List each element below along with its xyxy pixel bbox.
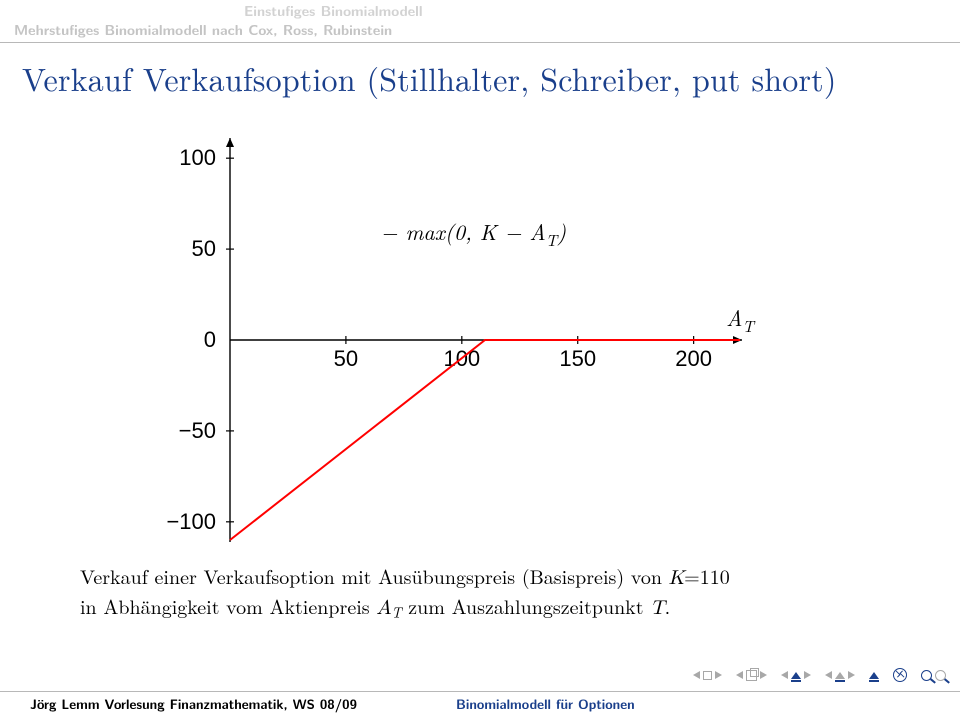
triangle-left-icon <box>693 671 700 679</box>
eject-muted-icon <box>835 672 845 679</box>
caption-text-1: Verkauf einer Verkaufsoption mit Ausübun… <box>80 561 669 590</box>
frames-icon <box>746 670 757 681</box>
triangle-left-icon <box>781 671 788 679</box>
svg-text:−100: −100 <box>166 509 216 534</box>
triangle-left-icon <box>825 671 832 679</box>
header-line-2: Mehrstufiges Binomialmodell nach Cox, Ro… <box>14 23 423 39</box>
caption-text-3: zum Auszahlungszeitpunkt <box>402 591 651 620</box>
slide-footer: Jörg Lemm Vorlesung Finanzmathematik, WS… <box>0 692 960 720</box>
slide-header: Einstufiges Binomialmodell Mehrstufiges … <box>0 0 960 42</box>
svg-text:AT: AT <box>726 302 755 337</box>
header-divider <box>0 42 960 43</box>
svg-text:−50: −50 <box>179 418 216 443</box>
payoff-chart: 50100150200−100−50050100− max(0, K − AT)… <box>150 120 810 560</box>
nav-sub-prev[interactable] <box>781 671 811 679</box>
chart-caption: Verkauf einer Verkaufsoption mit Ausübun… <box>80 562 900 623</box>
beamer-navbar <box>693 666 946 684</box>
box-icon <box>703 671 712 680</box>
svg-text:100: 100 <box>179 145 216 170</box>
caption-A-sub: T <box>391 603 401 623</box>
svg-text:50: 50 <box>192 236 216 261</box>
caption-K: K <box>669 568 685 588</box>
slide-title: Verkauf Verkaufsoption (Stillhalter, Sch… <box>22 56 938 101</box>
nav-frame-prev[interactable] <box>736 670 767 681</box>
caption-text-2: in Abhängigkeit vom Aktienpreis <box>80 591 376 620</box>
search-icon <box>921 670 932 681</box>
nav-search[interactable] <box>921 670 946 681</box>
header-line-1: Einstufiges Binomialmodell <box>244 4 423 20</box>
svg-text:− max(0, K − AT): − max(0, K − AT) <box>381 216 566 251</box>
nav-slide-prev[interactable] <box>825 671 855 679</box>
footer-author: Jörg Lemm Vorlesung Finanzmathematik, WS… <box>30 695 357 714</box>
header-text: Einstufiges Binomialmodell Mehrstufiges … <box>14 4 423 39</box>
svg-text:200: 200 <box>675 346 712 371</box>
triangle-right-icon <box>715 671 722 679</box>
search-muted-icon <box>935 670 946 681</box>
svg-text:0: 0 <box>204 327 216 352</box>
nav-section-prev[interactable] <box>693 671 722 680</box>
triangle-left-icon <box>736 671 743 679</box>
nav-refresh[interactable] <box>893 668 907 682</box>
caption-period: . <box>665 591 671 620</box>
eject-icon <box>791 672 801 679</box>
triangle-right-icon <box>848 671 855 679</box>
eject-icon <box>869 672 879 679</box>
triangle-right-icon <box>804 671 811 679</box>
caption-T: T <box>650 598 664 618</box>
nav-back[interactable] <box>869 672 879 679</box>
caption-K-val: =110 <box>684 561 730 590</box>
footer-title: Binomialmodell für Optionen <box>456 695 635 714</box>
svg-text:50: 50 <box>334 346 358 371</box>
caption-A: A <box>376 598 391 618</box>
triangle-right-icon <box>760 671 767 679</box>
svg-text:150: 150 <box>559 346 596 371</box>
refresh-icon <box>893 668 907 682</box>
